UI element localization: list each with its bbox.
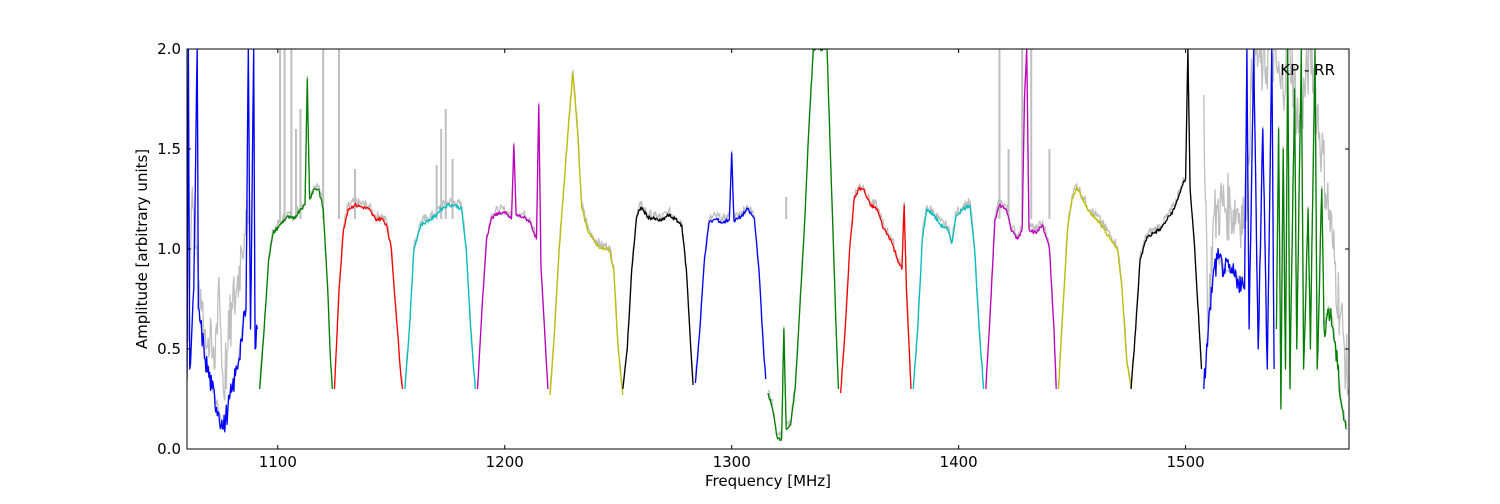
y-axis-ticks: 0.0 0.5 1.0 1.5 2.0 <box>157 40 1349 458</box>
x-tick-label: 1300 <box>713 453 751 471</box>
y-tick-label: 1.5 <box>157 140 181 158</box>
series-line-band-5 <box>476 104 549 390</box>
series-line-band-16 <box>1275 49 1348 430</box>
chart-annotation: KP - RR <box>1280 61 1335 79</box>
series-line-band-9 <box>767 49 840 442</box>
y-tick-label: 2.0 <box>157 40 181 58</box>
x-axis-label: Frequency [MHz] <box>705 472 831 490</box>
series-layer <box>187 49 1348 442</box>
y-tick-label: 0.5 <box>157 340 181 358</box>
series-line-band-8 <box>694 152 767 384</box>
series-line-band-7 <box>622 206 694 390</box>
y-tick-label: 0.0 <box>157 440 181 458</box>
background-line-12 <box>985 49 1057 387</box>
x-tick-label: 1200 <box>486 453 524 471</box>
series-line-band-4 <box>404 203 476 390</box>
y-tick-label: 1.0 <box>157 240 181 258</box>
background-region-2 <box>1203 49 1349 396</box>
series-line-band-13 <box>1057 186 1132 390</box>
series-line-band-3 <box>333 202 404 390</box>
x-tick-label: 1400 <box>940 453 978 471</box>
series-line-band-1 <box>187 49 259 433</box>
series-line-band-11 <box>912 204 985 390</box>
series-line-band-10 <box>839 186 912 394</box>
x-tick-label: 1100 <box>259 453 297 471</box>
plot-area <box>187 49 1349 449</box>
series-line-band-2 <box>258 78 333 390</box>
x-tick-label: 1500 <box>1167 453 1205 471</box>
series-line-band-6 <box>549 72 624 396</box>
series-line-band-14 <box>1130 49 1203 390</box>
x-axis-ticks: 1100 1200 1300 1400 1500 <box>259 49 1205 471</box>
series-line-band-12 <box>985 49 1057 390</box>
series-line-band-15 <box>1203 49 1275 390</box>
y-axis-label: Amplitude [arbitrary units] <box>133 149 151 349</box>
